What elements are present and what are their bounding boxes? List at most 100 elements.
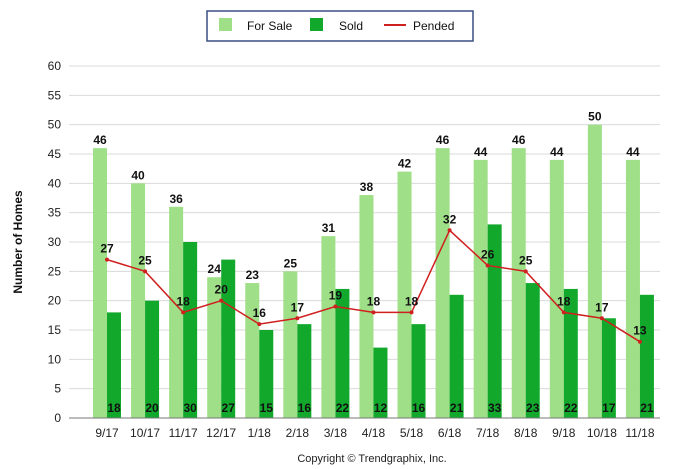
- data-label-for-sale: 38: [360, 180, 374, 194]
- legend: For Sale Sold Pended: [206, 10, 474, 42]
- bar-for-sale: [473, 159, 488, 418]
- pended-point: [637, 339, 642, 344]
- data-label-pended: 27: [100, 242, 114, 256]
- data-label-sold: 22: [336, 401, 350, 415]
- x-tick-label: 10/17: [130, 426, 160, 440]
- data-label-for-sale: 44: [474, 145, 488, 159]
- x-tick-label: 11/18: [625, 426, 654, 440]
- data-label-pended: 18: [405, 294, 419, 308]
- data-label-sold: 16: [298, 401, 312, 415]
- data-label-sold: 27: [222, 401, 236, 415]
- x-tick-label: 4/18: [362, 426, 386, 440]
- data-label-pended: 17: [595, 300, 609, 314]
- pended-point: [447, 228, 452, 233]
- y-axis-label: Number of Homes: [11, 190, 25, 294]
- data-label-for-sale: 46: [93, 133, 107, 147]
- y-tick-label: 5: [54, 382, 61, 396]
- bar-for-sale: [131, 183, 146, 418]
- bar-sold: [411, 324, 426, 418]
- data-label-sold: 21: [640, 401, 654, 415]
- pended-point: [333, 304, 338, 309]
- data-label-sold: 12: [374, 401, 388, 415]
- y-tick-label: 0: [54, 411, 61, 425]
- data-label-for-sale: 50: [588, 110, 602, 124]
- x-tick-label: 9/17: [95, 426, 119, 440]
- bar-sold: [221, 259, 236, 418]
- bar-sold: [107, 312, 121, 418]
- pended-point: [219, 298, 224, 303]
- y-tick-label: 55: [48, 88, 62, 102]
- data-label-pended: 17: [291, 300, 305, 314]
- y-axis-ticks: 0 5 10 15 20 25 30 35 40 45 50 55 60: [48, 59, 62, 425]
- data-label-pended: 16: [253, 306, 267, 320]
- bar-sold: [145, 300, 160, 418]
- legend-swatch-sold: [310, 18, 323, 31]
- data-label-pended: 25: [138, 253, 152, 267]
- x-tick-label: 8/18: [514, 426, 538, 440]
- data-label-for-sale: 46: [512, 133, 526, 147]
- x-tick-label: 7/18: [476, 426, 500, 440]
- bar-sold: [183, 242, 198, 418]
- bar-sold: [373, 347, 388, 418]
- bar-sold: [525, 283, 540, 418]
- data-label-sold: 18: [107, 401, 121, 415]
- pended-point: [485, 263, 490, 268]
- bar-sold: [563, 288, 578, 418]
- data-label-pended: 19: [329, 289, 343, 303]
- bar-sold: [335, 288, 350, 418]
- bar-for-sale: [625, 159, 640, 418]
- x-tick-label: 12/17: [206, 426, 236, 440]
- data-label-for-sale: 40: [131, 168, 145, 182]
- bar-sold: [487, 224, 502, 418]
- data-label-for-sale: 36: [169, 192, 183, 206]
- data-label-for-sale: 42: [398, 157, 412, 171]
- bar-sold: [259, 330, 274, 418]
- bar-for-sale: [283, 271, 298, 418]
- data-label-pended: 32: [443, 212, 457, 226]
- data-label-sold: 17: [602, 401, 616, 415]
- pended-line: [105, 228, 642, 344]
- x-tick-label: 3/18: [324, 426, 348, 440]
- legend-box: [206, 10, 474, 42]
- bar-sold: [601, 318, 616, 418]
- bar-for-sale: [397, 171, 412, 418]
- y-tick-label: 20: [48, 294, 62, 308]
- bars: [93, 124, 654, 419]
- x-tick-label: 1/18: [248, 426, 272, 440]
- data-label-sold: 15: [260, 401, 274, 415]
- copyright-text: Copyright © Trendgraphix, Inc.: [297, 453, 446, 465]
- legend-label-pended: Pended: [413, 19, 454, 33]
- bar-for-sale: [245, 283, 260, 418]
- data-label-pended: 18: [176, 294, 190, 308]
- data-label-pended: 18: [557, 294, 571, 308]
- y-tick-label: 15: [48, 323, 62, 337]
- bar-for-sale: [549, 159, 564, 418]
- bar-for-sale: [587, 124, 602, 419]
- data-label-sold: 33: [488, 401, 502, 415]
- pended-point: [409, 310, 414, 315]
- pended-point: [257, 322, 262, 327]
- data-label-sold: 22: [564, 401, 578, 415]
- y-tick-label: 30: [48, 235, 62, 249]
- data-label-for-sale: 44: [626, 145, 640, 159]
- data-label-sold: 23: [526, 401, 540, 415]
- data-label-for-sale: 24: [208, 262, 222, 276]
- bar-for-sale: [207, 277, 222, 418]
- legend-label-sold: Sold: [339, 19, 363, 33]
- bar-sold: [639, 294, 654, 418]
- y-tick-label: 45: [48, 147, 62, 161]
- pended-point: [599, 316, 604, 321]
- x-tick-label: 11/17: [169, 426, 198, 440]
- bar-sold: [297, 324, 312, 418]
- bar-for-sale: [169, 206, 184, 418]
- bar-for-sale: [511, 148, 526, 418]
- pended-point: [143, 269, 148, 274]
- y-tick-label: 50: [48, 118, 62, 132]
- data-label-pended: 25: [519, 253, 533, 267]
- data-label-for-sale: 44: [550, 145, 564, 159]
- y-tick-label: 40: [48, 176, 62, 190]
- bar-for-sale: [435, 148, 450, 418]
- bar-for-sale: [321, 236, 336, 418]
- data-label-for-sale: 46: [436, 133, 450, 147]
